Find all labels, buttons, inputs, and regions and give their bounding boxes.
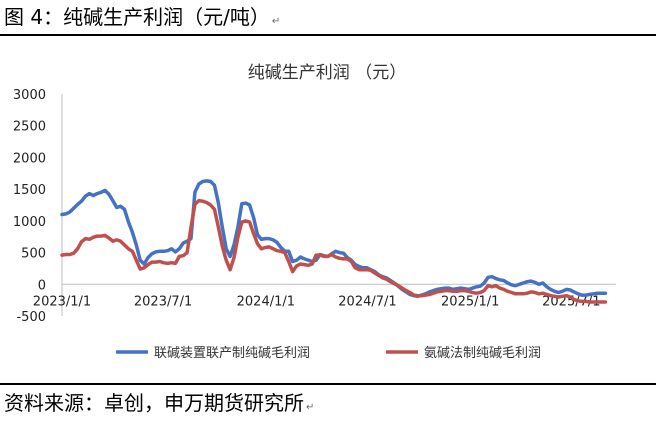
y-tick-label: 1500: [13, 183, 46, 198]
figure-caption: 图 4：纯碱生产利润（元/吨） ↵: [4, 2, 280, 32]
x-tick-label: 2023/1/1: [33, 294, 91, 309]
x-tick-label: 2025/1/1: [441, 294, 499, 309]
y-tick-label: -500: [16, 310, 46, 325]
source-note: 资料来源：卓创，申万期货研究所 ↵: [4, 388, 314, 418]
y-tick-label: 0: [38, 278, 46, 293]
y-tick-label: 2500: [13, 120, 46, 135]
paragraph-mark: ↵: [271, 16, 281, 27]
series-line-1: [60, 179, 608, 299]
x-tick-label: 2024/7/1: [338, 294, 396, 309]
x-tick-label: 2024/1/1: [237, 294, 295, 309]
legend-label-1: 联碱装置联产制纯碱毛利润: [154, 346, 310, 361]
figure-caption-text: 图 4：纯碱生产利润（元/吨）: [4, 5, 270, 29]
chart-title: 纯碱生产利润 （元）: [248, 63, 406, 83]
y-tick-label: 500: [21, 247, 46, 262]
series-lines: [60, 179, 608, 304]
source-note-text: 资料来源：卓创，申万期货研究所: [4, 391, 304, 415]
legend-label-2: 氨碱法制纯碱毛利润: [424, 346, 541, 361]
series-line-2: [60, 198, 608, 304]
x-axis-ticks: 2023/1/1 2023/7/1 2024/1/1 2024/7/1 2025/1/1…: [33, 294, 601, 309]
y-tick-label: 2000: [13, 151, 46, 166]
chart-legend: 联碱装置联产制纯碱毛利润 氨碱法制纯碱毛利润: [116, 346, 541, 361]
bottom-rule: [0, 383, 656, 385]
y-tick-label: 1000: [13, 215, 46, 230]
y-tick-label: 3000: [13, 88, 46, 103]
top-rule: [0, 34, 656, 36]
paragraph-mark: ↵: [306, 402, 315, 413]
y-axis-ticks: -500 0 500 1000 1500 2000 2500 3000: [13, 88, 46, 325]
x-tick-label: 2023/7/1: [134, 294, 192, 309]
